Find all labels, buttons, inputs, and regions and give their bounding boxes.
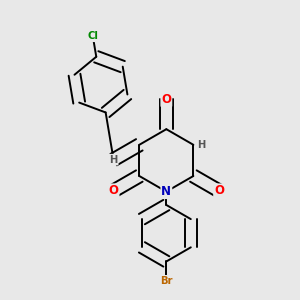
Text: Br: Br — [160, 276, 172, 286]
Text: O: O — [161, 93, 171, 106]
Text: O: O — [214, 184, 224, 197]
Text: N: N — [161, 185, 171, 198]
Text: H: H — [197, 140, 205, 150]
Text: H: H — [110, 155, 118, 165]
Text: Cl: Cl — [87, 31, 98, 41]
Text: O: O — [109, 184, 118, 197]
